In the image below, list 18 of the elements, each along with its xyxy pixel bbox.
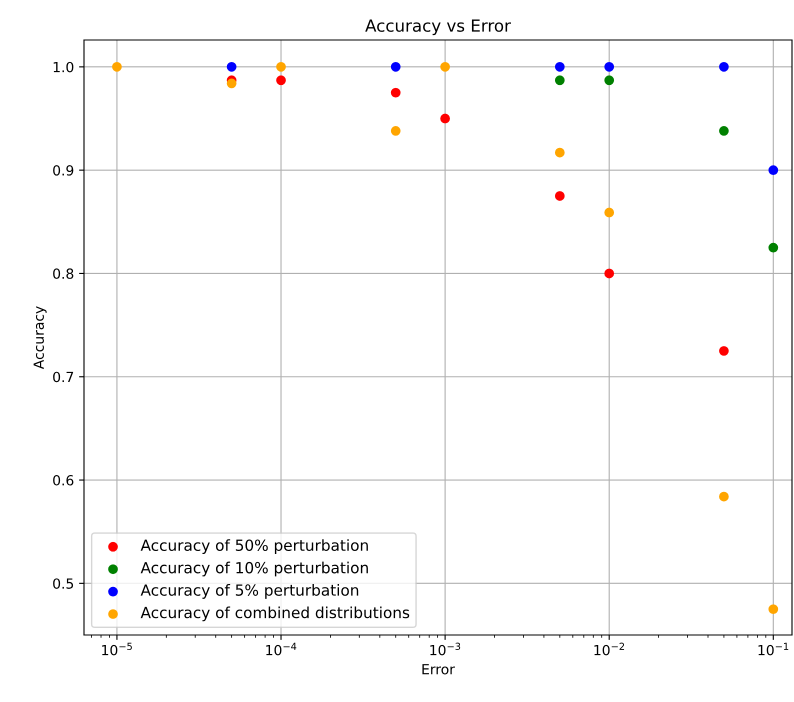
x-axis-title: Error — [422, 664, 455, 674]
y-tick-label: 0.5 — [53, 578, 74, 589]
x-tick-label: 10$^{−3}$ — [430, 642, 460, 656]
x-tick-label: 10$^{−4}$ — [266, 642, 296, 656]
y-tick-label: 0.8 — [53, 268, 74, 279]
chart-title: Accuracy vs Error — [365, 20, 511, 36]
x-tick-label: 10$^{−2}$ — [594, 642, 624, 656]
x-tick-label: 10$^{−5}$ — [102, 642, 132, 656]
legend-label: Accuracy of 50% perturbation — [140, 539, 368, 554]
y-tick-label: 1.0 — [54, 62, 74, 72]
x-tick-label: 10$^{−1}$ — [758, 642, 788, 656]
y-tick-label: 0.7 — [53, 372, 74, 382]
legend-label: Accuracy of 10% perturbation — [140, 562, 368, 576]
legend-label: Accuracy of 5% perturbation — [140, 584, 358, 599]
y-axis-title: Accuracy — [34, 306, 47, 370]
legend-label: Accuracy of combined distributions — [140, 606, 410, 622]
y-tick-label: 0.9 — [53, 165, 74, 176]
y-tick-label: 0.6 — [53, 475, 74, 486]
